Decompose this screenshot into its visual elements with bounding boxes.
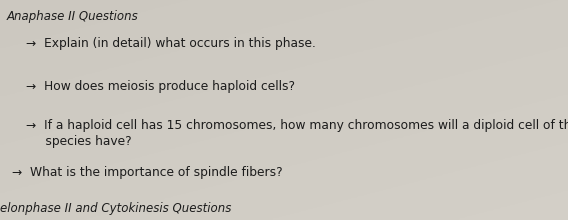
Text: Anaphase II Questions: Anaphase II Questions (7, 10, 139, 23)
Text: →  What is the importance of spindle fibers?: → What is the importance of spindle fibe… (12, 166, 283, 179)
Text: →  If a haploid cell has 15 chromosomes, how many chromosomes will a diploid cel: → If a haploid cell has 15 chromosomes, … (26, 119, 568, 148)
Text: →  Explain (in detail) what occurs in this phase.: → Explain (in detail) what occurs in thi… (26, 37, 315, 50)
Text: elonphase II and Cytokinesis Questions: elonphase II and Cytokinesis Questions (0, 202, 231, 214)
Text: →  How does meiosis produce haploid cells?: → How does meiosis produce haploid cells… (26, 80, 295, 93)
